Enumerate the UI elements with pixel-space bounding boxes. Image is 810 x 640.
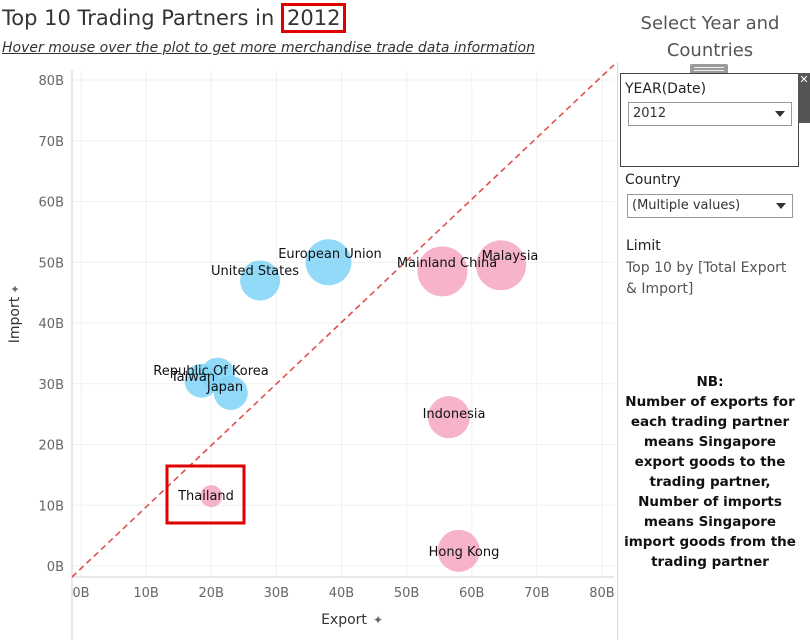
drag-handle[interactable]: [690, 64, 728, 74]
data-point[interactable]: [305, 239, 352, 286]
x-tick-label: 20B: [199, 586, 224, 601]
data-point[interactable]: [200, 485, 223, 508]
highlight-box: [165, 464, 246, 525]
nb-line: trading partner,: [649, 474, 771, 490]
point-label: Mainland China: [397, 256, 497, 271]
x-tick-label: 30B: [264, 586, 289, 601]
data-point[interactable]: [476, 240, 527, 291]
y-tick-label: 0B: [47, 560, 64, 575]
y-tick-label: 80B: [39, 74, 64, 89]
limit-label: Limit: [626, 238, 661, 254]
y-tick-label: 10B: [39, 499, 64, 514]
data-point[interactable]: [417, 246, 468, 297]
point-label: European Union: [278, 247, 382, 262]
y-axis-label: Import: [7, 296, 23, 343]
point-label: Republic Of Korea: [153, 364, 269, 379]
nb-line: each trading partner: [630, 414, 790, 430]
x-tick-label: 0B: [72, 586, 89, 601]
point-label: United States: [211, 264, 299, 279]
point-label: Indonesia: [423, 407, 486, 422]
x-tick-label: 80B: [589, 586, 614, 601]
point-label: Japan: [206, 380, 243, 395]
panel-title: Select Year and Countries: [640, 13, 780, 61]
year-filter-card: YEAR(Date) 2012: [620, 73, 799, 167]
y-tick-label: 30B: [39, 378, 64, 393]
close-icon[interactable]: ✕: [798, 73, 810, 123]
limit-value: Top 10 by [Total Export & Import]: [626, 260, 787, 297]
reference-line: [71, 64, 615, 578]
point-label: Malaysia: [482, 249, 539, 264]
y-tick-label: 50B: [39, 256, 64, 271]
pin-icon: ✦: [373, 613, 383, 627]
country-filter-label: Country: [625, 172, 681, 188]
point-label: Taiwan: [170, 370, 215, 385]
nb-line: trading partner: [651, 554, 769, 570]
nb-line: Number of imports: [638, 494, 782, 510]
panel-divider: [617, 62, 618, 640]
chevron-down-icon: [776, 203, 786, 209]
x-axis-label: Export: [321, 612, 367, 628]
y-tick-label: 60B: [39, 196, 64, 211]
x-tick-label: 60B: [459, 586, 484, 601]
nb-line: means Singapore: [643, 514, 777, 530]
data-point[interactable]: [240, 260, 281, 301]
nb-note: NB: Number of exports for each trading par…: [624, 372, 796, 572]
nb-line: export goods to the: [634, 454, 786, 470]
title-prefix: Top 10 Trading Partners in: [2, 6, 275, 30]
point-label: Hong Kong: [429, 545, 500, 560]
year-filter-label: YEAR(Date): [625, 81, 707, 97]
page-subtitle: Hover mouse over the plot to get more me…: [2, 40, 535, 56]
x-tick-label: 70B: [524, 586, 549, 601]
x-tick-label: 40B: [329, 586, 354, 601]
y-tick-label: 70B: [39, 135, 64, 150]
data-point[interactable]: [184, 363, 219, 398]
data-point[interactable]: [427, 396, 470, 439]
pin-icon: ✦: [9, 284, 22, 293]
y-tick-label: 40B: [39, 317, 64, 332]
nb-line: Number of exports for: [625, 394, 795, 410]
point-label: Thailand: [177, 489, 234, 504]
data-point[interactable]: [213, 375, 248, 410]
country-select[interactable]: (Multiple values): [627, 194, 793, 218]
year-select[interactable]: 2012: [628, 102, 792, 126]
x-tick-label: 10B: [133, 586, 158, 601]
nb-line: NB:: [696, 374, 724, 390]
scatter-chart[interactable]: 0B 10B 20B 30B 40B 50B 60B 70B 80B 0B 10B 20B 30B 40B…: [0, 0, 618, 640]
page-title: Top 10 Trading Partners in 2012: [2, 3, 347, 33]
nb-line: import goods from the: [624, 534, 796, 550]
nb-line: means Singapore: [643, 434, 777, 450]
data-point[interactable]: [437, 529, 480, 572]
y-tick-label: 20B: [39, 439, 64, 454]
country-select-value: (Multiple values): [632, 198, 741, 213]
title-year: 2012: [281, 3, 347, 33]
chevron-down-icon: [775, 111, 785, 117]
x-tick-label: 50B: [394, 586, 419, 601]
year-select-value: 2012: [633, 106, 667, 121]
